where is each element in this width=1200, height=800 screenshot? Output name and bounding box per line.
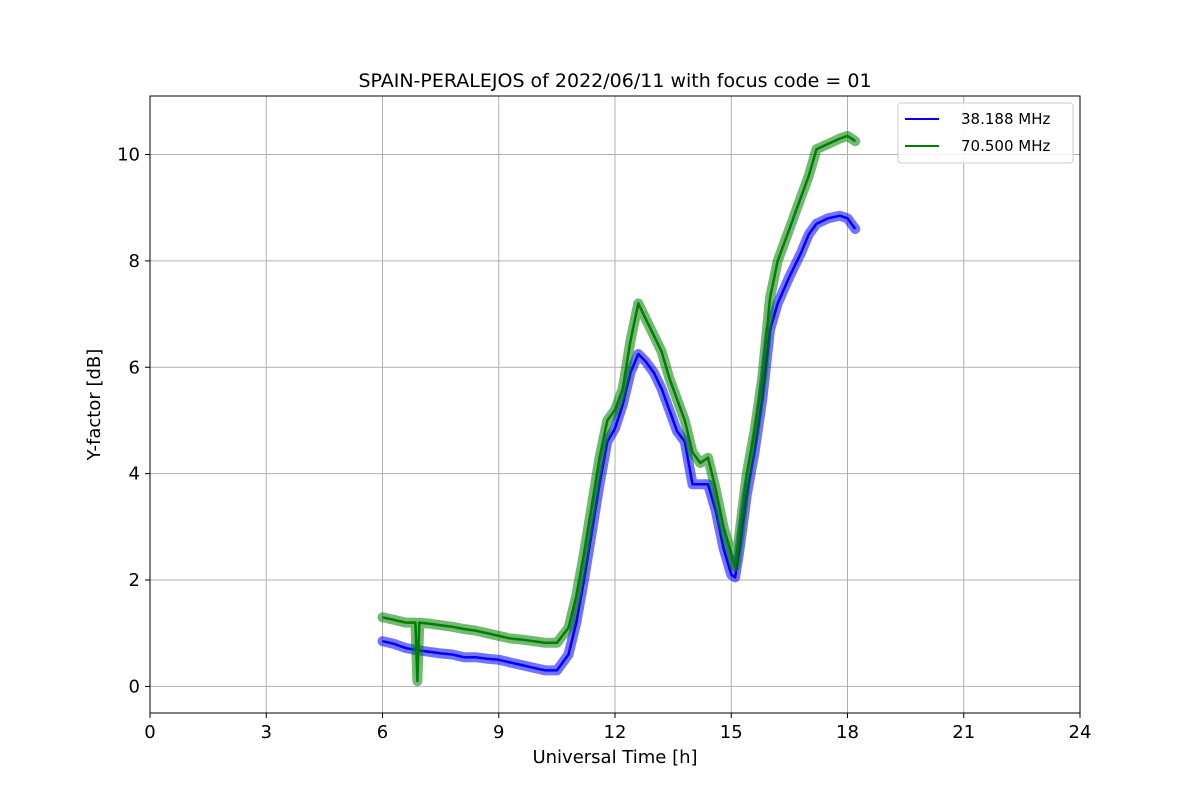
legend: 38.188 MHz 70.500 MHz	[897, 102, 1074, 164]
legend-label: 70.500 MHz	[961, 137, 1050, 155]
series-70-500-mhz	[377, 130, 861, 687]
x-tick-label: 3	[261, 722, 272, 743]
series-line	[382, 134, 857, 683]
y-tick-label: 4	[129, 464, 140, 485]
x-tick-label: 12	[604, 722, 627, 743]
legend-box	[897, 102, 1074, 164]
y-tick-label: 0	[129, 676, 140, 697]
x-tick-label: 18	[836, 722, 859, 743]
y-tick-label: 2	[129, 570, 140, 591]
chart-title: SPAIN-PERALEJOS of 2022/06/11 with focus…	[358, 70, 871, 92]
x-axis-label: Universal Time [h]	[532, 747, 697, 768]
y-tick-label: 10	[117, 145, 140, 166]
x-tick-label: 0	[144, 722, 155, 743]
y-tick-label: 8	[129, 251, 140, 272]
x-tick-label: 21	[952, 722, 975, 743]
x-tick-label: 6	[377, 722, 388, 743]
y-tick-label: 6	[129, 357, 140, 378]
legend-label: 38.188 MHz	[961, 110, 1050, 128]
x-tick-label: 24	[1069, 722, 1092, 743]
x-tick-label: 15	[720, 722, 743, 743]
x-tick-label: 9	[493, 722, 504, 743]
series-layer	[377, 130, 861, 687]
y-axis-label: Y-factor [dB]	[84, 349, 105, 462]
